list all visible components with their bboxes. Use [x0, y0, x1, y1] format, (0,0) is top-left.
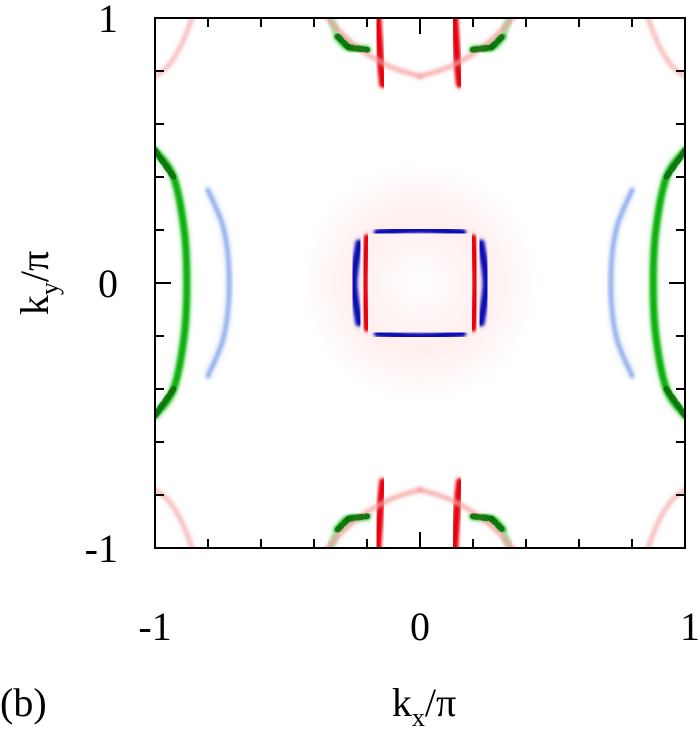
panel-label: (b): [0, 680, 47, 725]
feature-corner-pink-bottom-left: [155, 487, 195, 548]
feature-top-pink-left: [324, 18, 423, 79]
x-tick-label: -1: [138, 604, 171, 649]
y-axis-label: ky/π: [12, 251, 64, 315]
feature-top-red-right: [450, 18, 464, 88]
feature-bottom-pink-right: [417, 487, 516, 548]
feature-center-red-right: [469, 234, 480, 332]
feature-corner-pink-top-left: [155, 18, 195, 79]
y-tick-labels: 1 0 -1: [85, 0, 118, 571]
y-tick-label: -1: [85, 526, 118, 571]
feature-bottom-pink-left: [324, 487, 423, 548]
heatmap-plot-area: [154, 17, 686, 549]
feature-accent-bottom-green-left-1: [345, 513, 370, 522]
feature-top-pink-right: [417, 18, 516, 79]
feature-accent-left-green-arc-1: [155, 386, 177, 419]
feature-right-blue-arc: [608, 187, 635, 379]
intensity-features: [155, 18, 685, 548]
x-tick-labels: -1 0 1: [138, 604, 700, 649]
feature-center-blue-right: [477, 239, 490, 327]
feature-accent-bottom-green-right-0: [470, 513, 495, 522]
feature-accent-right-green-arc-1: [663, 386, 685, 419]
feature-accent-right-green-arc-0: [663, 147, 685, 180]
feature-center-blue-top: [374, 226, 466, 237]
feature-accent-left-green-arc-0: [155, 147, 177, 180]
feature-corner-pink-top-right: [645, 18, 685, 79]
axis-ticks: [154, 17, 686, 549]
feature-corner-pink-bottom-right: [645, 487, 685, 548]
feature-center-blue-bottom: [374, 329, 466, 340]
y-tick-label: 1: [98, 0, 118, 41]
x-tick-label: 0: [410, 604, 430, 649]
feature-accent-bottom-green-right-1: [488, 515, 506, 533]
feature-bottom-red-right: [450, 478, 464, 548]
feature-accent-top-green-right-0: [470, 44, 495, 53]
y-tick-label: 0: [98, 261, 118, 306]
feature-center-blue-left: [350, 239, 363, 327]
feature-left-blue-arc: [205, 187, 232, 379]
feature-accent-top-green-right-1: [488, 33, 506, 51]
x-axis-label: kx/π: [392, 680, 456, 732]
center-glow: [300, 163, 540, 403]
feature-accent-top-green-left-1: [345, 44, 370, 53]
feature-center-red-left: [360, 234, 371, 332]
x-tick-label: 1: [680, 604, 700, 649]
